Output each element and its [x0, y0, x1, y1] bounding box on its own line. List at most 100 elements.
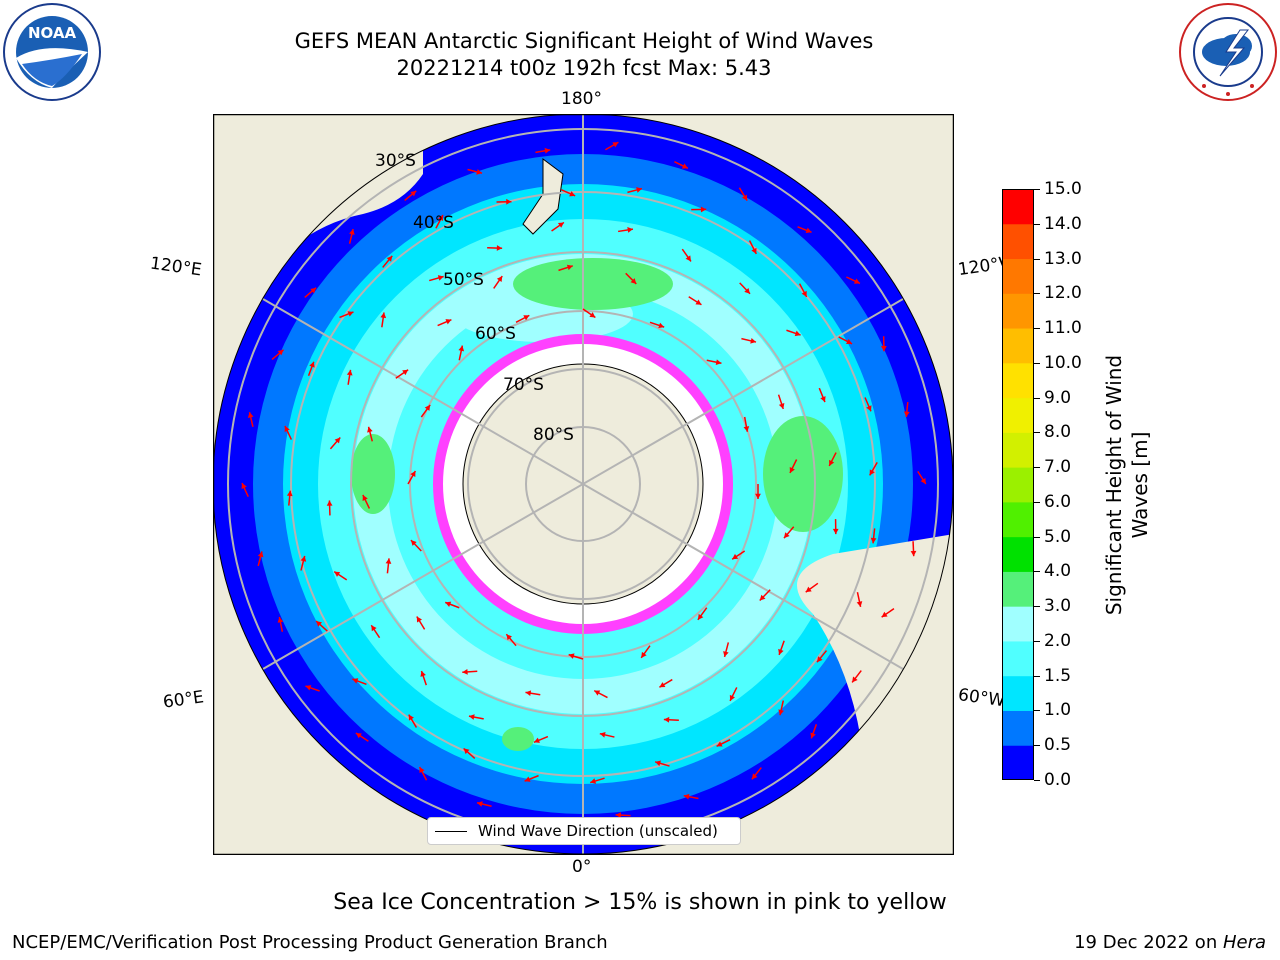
wind-arrow-head	[419, 766, 425, 773]
wind-arrow-head	[816, 656, 823, 663]
wind-arrow-head	[903, 411, 910, 417]
colorbar-tick-label: 4.0	[1044, 561, 1072, 582]
wind-arrow-head	[310, 287, 317, 294]
wind-arrow-head	[744, 287, 750, 294]
wind-arrow-head	[496, 276, 503, 283]
colorbar-tick-label: 7.0	[1044, 457, 1072, 478]
wind-arrow-head	[700, 206, 707, 213]
wind-arrow-head	[805, 586, 812, 593]
wind-arrow-head	[420, 670, 426, 677]
wind-arrow-head	[759, 594, 766, 601]
colorbar-tick-mark	[1034, 710, 1040, 712]
wind-arrow-head	[723, 651, 729, 657]
wind-arrow-head	[437, 215, 444, 222]
wind-arrow-head	[805, 227, 812, 234]
wind-arrow-head	[408, 714, 414, 721]
wind-arrow-head	[326, 500, 333, 506]
colorbar-segment	[1002, 432, 1034, 468]
wind-arrow-head	[247, 412, 254, 418]
wind-arrow-head	[371, 625, 377, 632]
wind-arrow-head	[659, 682, 666, 688]
wind-direction-arrows	[241, 141, 927, 827]
wind-arrow-head	[349, 229, 355, 235]
wind-arrow-head	[557, 222, 564, 228]
nws-logo	[1178, 2, 1278, 102]
colorbar-tick-label: 10.0	[1044, 352, 1082, 373]
colorbar-segment	[1002, 571, 1034, 607]
wind-arrow-head	[525, 690, 532, 697]
lon-label-60e: 60°E	[161, 687, 206, 713]
wind-arrow-head	[783, 532, 790, 539]
wind-arrow-head	[846, 338, 853, 344]
wind-arrow-head	[751, 247, 757, 254]
wind-arrow-head	[594, 690, 601, 696]
wind-arrow-head	[801, 290, 807, 297]
polar-map	[212, 113, 955, 856]
wind-arrow-head	[334, 437, 341, 444]
colorbar-tick-mark	[1034, 467, 1040, 469]
wind-arrow-head	[627, 227, 633, 233]
wind-arrow-head	[334, 571, 341, 577]
wind-arrow-head	[458, 345, 465, 352]
colorbar-tick-mark	[1034, 362, 1040, 364]
wind-arrow-head	[750, 338, 757, 344]
wind-arrow-head	[410, 540, 417, 546]
wind-arrow-head	[424, 404, 431, 411]
colorbar-segment	[1002, 293, 1034, 329]
map-panel: 30°S 40°S 50°S 60°S 70°S 80°S Wind Wave …	[212, 113, 955, 856]
wind-arrow-head	[410, 470, 416, 477]
colorbar-segment	[1002, 467, 1034, 503]
wind-arrow-head	[741, 194, 748, 201]
colorbar-tick-label: 0.0	[1044, 770, 1072, 790]
colorbar-segment	[1002, 501, 1034, 538]
wind-arrow-head	[380, 312, 387, 319]
lat-label-80s: 80°S	[533, 425, 574, 445]
colorbar-tick-label: 0.5	[1044, 735, 1072, 756]
graticule	[227, 114, 939, 854]
lat-label-70s: 70°S	[503, 375, 544, 395]
colorbar-tick-label: 14.0	[1044, 213, 1082, 234]
wind-arrow-head	[630, 278, 637, 284]
colorbar-tick-mark	[1034, 258, 1040, 260]
colorbar-segment	[1002, 536, 1034, 572]
lat-label-40s: 40°S	[413, 213, 454, 233]
colorbar	[1002, 189, 1034, 781]
wind-arrow-head	[533, 737, 540, 743]
lon-label-0: 0°	[572, 857, 592, 877]
colorbar-tick-mark	[1034, 640, 1040, 642]
wind-arrow-head	[715, 359, 722, 366]
colorbar-tick-label: 11.0	[1044, 318, 1082, 339]
wind-arrow-head	[681, 163, 688, 169]
wind-arrow-head	[277, 616, 284, 623]
wind-arrow-head	[663, 716, 670, 723]
colorbar-segment	[1002, 710, 1034, 746]
wind-arrow-head	[305, 685, 312, 691]
wind-arrow-head	[445, 601, 452, 607]
colorbar-tick-label: 15.0	[1044, 179, 1082, 199]
wind-arrow-head	[300, 555, 307, 562]
wind-arrow-head	[820, 396, 826, 403]
map-legend: Wind Wave Direction (unscaled)	[427, 817, 741, 845]
wind-arrow-head	[832, 528, 839, 535]
colorbar-tick-mark	[1034, 606, 1040, 608]
wind-arrow-head	[658, 322, 665, 329]
wind-arrow-head	[257, 551, 264, 558]
lon-label-180: 180°	[561, 89, 602, 109]
colorbar-tick-mark	[1034, 432, 1040, 434]
wind-arrow-head	[569, 191, 576, 197]
wind-arrow-head	[751, 773, 758, 780]
wind-arrow-head	[683, 793, 690, 800]
wind-arrow-head	[241, 483, 247, 489]
legend-label: Wind Wave Direction (unscaled)	[478, 822, 718, 840]
noaa-logo: NOAA	[2, 2, 102, 102]
wind-arrow-head	[685, 255, 691, 262]
wind-arrow-head	[566, 264, 573, 271]
wind-arrow-head	[599, 732, 606, 738]
wind-arrow-head	[568, 653, 575, 659]
chart-subtitle: 20221214 t00z 192h fcst Max: 5.43	[396, 56, 772, 80]
wind-arrow-head	[732, 553, 739, 560]
wind-arrow-head	[870, 537, 877, 544]
colorbar-tick-label: 2.0	[1044, 630, 1072, 651]
lat-label-30s: 30°S	[375, 151, 416, 171]
colorbar-tick-label: 13.0	[1044, 248, 1082, 269]
